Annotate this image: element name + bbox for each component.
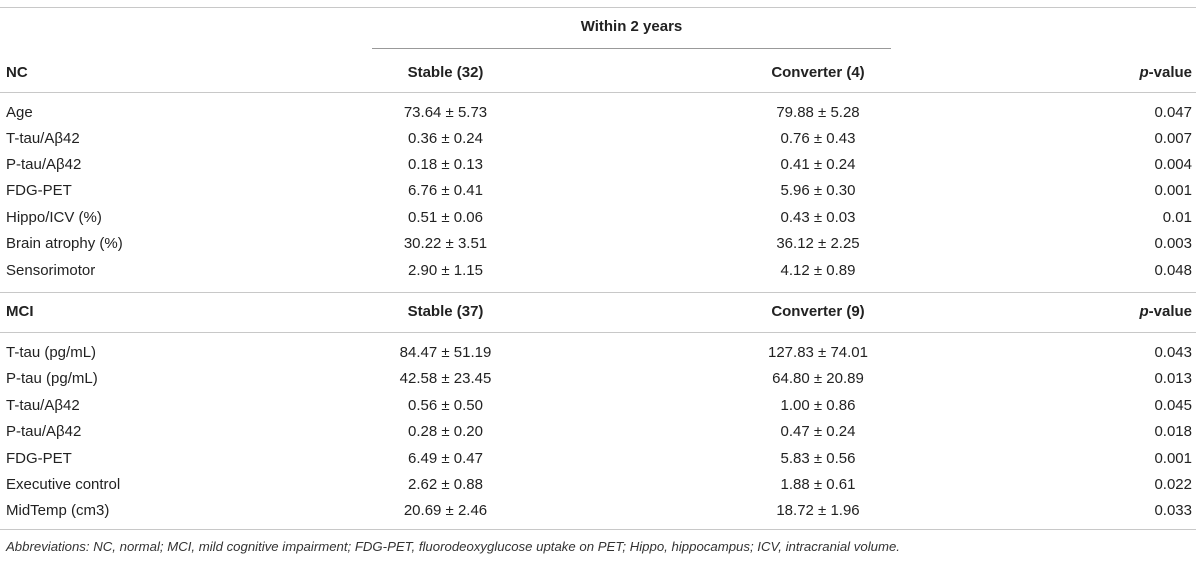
col-header-p-value: p-value [1139, 64, 1192, 81]
row-label: Executive control [6, 476, 121, 493]
p-value: 0.003 [1154, 235, 1192, 252]
row-label: MidTemp (cm3) [6, 502, 110, 519]
table-footnote: Abbreviations: NC, normal; MCI, mild cog… [6, 539, 900, 554]
row-label: FDG-PET [6, 450, 72, 467]
converter-value: 4.12 ± 0.89 [780, 262, 856, 279]
stable-value: 0.51 ± 0.06 [408, 209, 483, 226]
p-value: 0.033 [1154, 502, 1192, 519]
stable-value: 6.49 ± 0.47 [408, 450, 483, 467]
stable-value: 0.36 ± 0.24 [408, 130, 483, 147]
col-header-stable: Stable (37) [407, 303, 484, 320]
converter-value: 127.83 ± 74.01 [768, 344, 868, 361]
converter-value: 5.83 ± 0.56 [780, 450, 856, 467]
p-value: 0.004 [1154, 156, 1192, 173]
converter-value: 0.41 ± 0.24 [780, 156, 856, 173]
row-label: T-tau/Aβ42 [6, 397, 80, 414]
converter-value: 0.76 ± 0.43 [780, 130, 856, 147]
header-rule [0, 92, 1196, 93]
col-header-converter: Converter (4) [771, 64, 865, 81]
stable-value: 20.69 ± 2.46 [403, 502, 488, 519]
stable-value: 30.22 ± 3.51 [403, 235, 488, 252]
p-value: 0.007 [1154, 130, 1192, 147]
stable-value: 6.76 ± 0.41 [408, 182, 483, 199]
row-label: P-tau (pg/mL) [6, 370, 98, 387]
p-value: 0.001 [1154, 450, 1192, 467]
row-label: T-tau/Aβ42 [6, 130, 80, 147]
col-header-stable: Stable (32) [407, 64, 484, 81]
converter-value: 36.12 ± 2.25 [776, 235, 860, 252]
converter-value: 79.88 ± 5.28 [776, 104, 860, 121]
header-rule [0, 332, 1196, 333]
p-value: 0.001 [1154, 182, 1192, 199]
table-bottom-rule [0, 529, 1196, 530]
p-value: 0.01 [1162, 209, 1192, 226]
row-label: T-tau (pg/mL) [6, 344, 97, 361]
stable-value: 0.28 ± 0.20 [408, 423, 483, 440]
row-label: FDG-PET [6, 182, 72, 199]
col-header-p-value: p-value [1139, 303, 1192, 320]
section-label-mci: MCI [6, 303, 34, 320]
p-value: 0.013 [1154, 370, 1192, 387]
converter-value: 64.80 ± 20.89 [772, 370, 864, 387]
p-value: 0.047 [1154, 104, 1192, 121]
group-header-underline [372, 48, 891, 49]
col-header-converter: Converter (9) [771, 303, 865, 320]
p-value: 0.018 [1154, 423, 1192, 440]
stable-value: 2.62 ± 0.88 [408, 476, 483, 493]
stable-value: 2.90 ± 1.15 [408, 262, 483, 279]
converter-value: 1.00 ± 0.86 [780, 397, 856, 414]
stable-value: 84.47 ± 51.19 [399, 344, 492, 361]
converter-value: 18.72 ± 1.96 [776, 502, 860, 519]
p-value: 0.048 [1154, 262, 1192, 279]
section-divider [0, 292, 1196, 293]
row-label: Brain atrophy (%) [6, 235, 123, 252]
stable-value: 0.18 ± 0.13 [408, 156, 483, 173]
row-label: Age [6, 104, 33, 121]
group-header: Within 2 years [580, 18, 683, 35]
converter-value: 5.96 ± 0.30 [780, 182, 856, 199]
row-label: P-tau/Aβ42 [6, 156, 82, 173]
section-label-nc: NC [6, 64, 28, 81]
row-label: Hippo/ICV (%) [6, 209, 102, 226]
converter-value: 0.47 ± 0.24 [780, 423, 856, 440]
p-value: 0.022 [1154, 476, 1192, 493]
stable-value: 73.64 ± 5.73 [403, 104, 488, 121]
converter-value: 1.88 ± 0.61 [780, 476, 856, 493]
p-value: 0.045 [1154, 397, 1192, 414]
row-label: P-tau/Aβ42 [6, 423, 82, 440]
stable-value: 42.58 ± 23.45 [399, 370, 492, 387]
table-top-rule [0, 7, 1196, 8]
converter-value: 0.43 ± 0.03 [780, 209, 856, 226]
row-label: Sensorimotor [6, 262, 96, 279]
stable-value: 0.56 ± 0.50 [408, 397, 483, 414]
p-value: 0.043 [1154, 344, 1192, 361]
